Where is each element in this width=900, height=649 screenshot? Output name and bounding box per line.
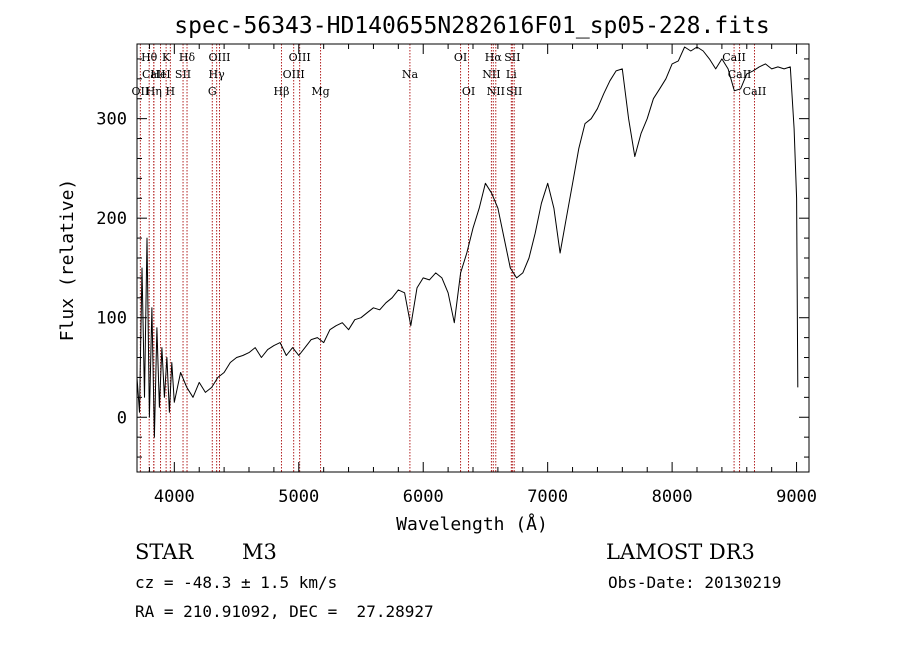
- line-marker-label-24: SII: [506, 85, 522, 98]
- x-tick-label: 7000: [527, 487, 568, 507]
- object-subclass: M3: [242, 540, 277, 564]
- line-marker-label-19: Hα: [485, 51, 503, 64]
- line-marker-label-6: H: [166, 85, 176, 98]
- line-marker-label-12: OIII: [289, 51, 311, 64]
- series-line-flux: [136, 46, 799, 438]
- y-axis-tick-labels: 0 100 200 300: [96, 110, 127, 429]
- line-marker-lines: [139, 44, 755, 472]
- line-marker-label-5: Hη: [146, 85, 162, 98]
- x-tick-label: 4000: [154, 487, 195, 507]
- survey-name: LAMOST DR3: [606, 540, 755, 564]
- line-marker-label-7: SII: [175, 68, 191, 81]
- object-class: STAR: [135, 540, 194, 564]
- x-axis-label: Wavelength (Å): [396, 513, 548, 535]
- line-marker-label-14: Hβ: [274, 85, 290, 98]
- line-marker-label-2: OII: [132, 85, 150, 98]
- line-marker-label-10: Hγ: [209, 68, 226, 81]
- y-tick-label: 100: [96, 309, 127, 329]
- line-marker-label-23: NII: [487, 85, 505, 98]
- line-marker-label-18: OI: [462, 85, 475, 98]
- line-marker-label-27: CaII: [743, 85, 767, 98]
- line-marker-label-22: Li: [506, 68, 517, 81]
- line-marker-label-21: NII: [482, 68, 500, 81]
- x-tick-label: 5000: [278, 487, 319, 507]
- line-marker-label-17: OI: [454, 51, 467, 64]
- x-tick-label: 9000: [776, 487, 817, 507]
- line-marker-label-0: Hθ: [141, 51, 158, 64]
- chart-title: spec-56343-HD140655N282616F01_sp05-228.f…: [174, 13, 769, 39]
- line-marker-label-16: Na: [402, 68, 419, 81]
- observation-date: Obs-Date: 20130219: [608, 573, 781, 592]
- y-tick-label: 200: [96, 209, 127, 229]
- line-marker-label-1: CaII: [142, 68, 166, 81]
- line-marker-label-15: Mg: [311, 85, 329, 98]
- x-tick-label: 6000: [403, 487, 444, 507]
- x-axis-ticks: [148, 44, 798, 472]
- line-marker-label-3: K: [162, 51, 171, 64]
- line-marker-label-9: OIII: [208, 51, 230, 64]
- line-marker-label-11: G: [208, 85, 217, 98]
- x-axis-tick-labels: 4000 5000 6000 7000 8000 9000: [154, 487, 817, 507]
- line-marker-label-4: HeI: [150, 68, 170, 81]
- y-tick-label: 0: [117, 408, 127, 428]
- y-axis-label: Flux (relative): [57, 179, 78, 342]
- line-marker-label-25: CaII: [722, 51, 746, 64]
- line-marker-labels: Hθ CaII OII K HeI Hη H SII Hδ OIII Hγ G OIII OIII Hβ Mg…: [132, 51, 767, 98]
- series-layer: [136, 46, 799, 438]
- x-tick-label: 8000: [652, 487, 693, 507]
- line-marker-label-8: Hδ: [179, 51, 196, 64]
- y-tick-label: 300: [96, 110, 127, 130]
- y-axis-ticks: [137, 58, 809, 458]
- line-marker-label-20: SII: [504, 51, 520, 64]
- line-marker-label-13: OIII: [283, 68, 305, 81]
- coordinates: RA = 210.91092, DEC = 27.28927: [135, 602, 434, 621]
- redshift-cz: cz = -48.3 ± 1.5 km/s: [135, 573, 337, 592]
- plot-frame: [136, 43, 810, 473]
